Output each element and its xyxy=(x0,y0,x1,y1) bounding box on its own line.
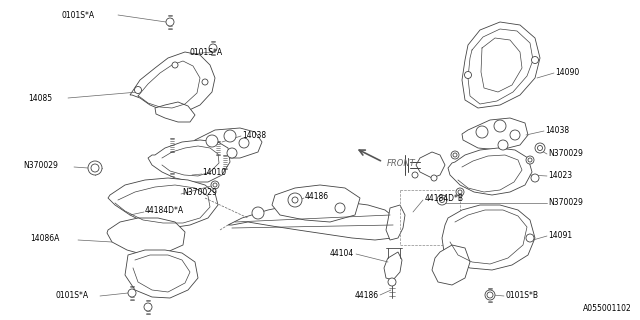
Circle shape xyxy=(166,18,174,26)
Circle shape xyxy=(288,193,302,207)
Circle shape xyxy=(431,175,437,181)
Polygon shape xyxy=(107,218,185,255)
Text: 44186: 44186 xyxy=(355,291,379,300)
Polygon shape xyxy=(155,102,195,122)
Text: 14085: 14085 xyxy=(28,93,52,102)
Text: N370029: N370029 xyxy=(548,197,583,206)
Circle shape xyxy=(134,86,141,93)
Polygon shape xyxy=(442,205,535,270)
Text: A055001102: A055001102 xyxy=(583,304,632,313)
Polygon shape xyxy=(228,202,398,240)
Text: 0101S*B: 0101S*B xyxy=(505,291,538,300)
Polygon shape xyxy=(462,118,528,150)
Circle shape xyxy=(172,62,178,68)
Circle shape xyxy=(535,143,545,153)
Circle shape xyxy=(494,120,506,132)
Circle shape xyxy=(485,290,495,300)
Circle shape xyxy=(531,174,539,182)
Circle shape xyxy=(224,130,236,142)
Circle shape xyxy=(456,188,464,196)
Circle shape xyxy=(437,195,447,205)
Polygon shape xyxy=(108,178,218,228)
Circle shape xyxy=(239,138,249,148)
Text: 0101S*A: 0101S*A xyxy=(62,11,95,20)
Circle shape xyxy=(538,146,543,150)
Polygon shape xyxy=(386,205,405,240)
Circle shape xyxy=(202,79,208,85)
Circle shape xyxy=(528,158,532,162)
Circle shape xyxy=(211,181,219,189)
Text: 44184D*A: 44184D*A xyxy=(145,205,184,214)
Circle shape xyxy=(292,197,298,203)
Circle shape xyxy=(458,190,462,194)
Circle shape xyxy=(388,278,396,286)
Circle shape xyxy=(440,197,445,203)
Circle shape xyxy=(252,207,264,219)
Polygon shape xyxy=(272,185,360,222)
Text: FRONT: FRONT xyxy=(387,158,416,167)
Text: 14086A: 14086A xyxy=(30,234,60,243)
Circle shape xyxy=(531,57,538,63)
Circle shape xyxy=(88,161,102,175)
Polygon shape xyxy=(130,52,215,115)
Circle shape xyxy=(206,135,218,147)
Circle shape xyxy=(128,289,136,297)
Circle shape xyxy=(465,71,472,78)
Circle shape xyxy=(144,303,152,311)
Text: 14023: 14023 xyxy=(548,171,572,180)
Text: N370029: N370029 xyxy=(548,148,583,157)
Circle shape xyxy=(209,44,217,52)
Text: 0101S*A: 0101S*A xyxy=(55,291,88,300)
Text: 14038: 14038 xyxy=(545,125,569,134)
Circle shape xyxy=(451,151,459,159)
Text: 44186: 44186 xyxy=(305,191,329,201)
Circle shape xyxy=(91,164,99,172)
Circle shape xyxy=(498,140,508,150)
Circle shape xyxy=(453,153,457,157)
Circle shape xyxy=(526,156,534,164)
Polygon shape xyxy=(125,250,198,298)
Text: 44184D*B: 44184D*B xyxy=(425,194,464,203)
Text: 0101S*A: 0101S*A xyxy=(190,47,223,57)
Polygon shape xyxy=(148,140,230,182)
Circle shape xyxy=(335,203,345,213)
Text: 14010: 14010 xyxy=(202,167,226,177)
Text: 14091: 14091 xyxy=(548,230,572,239)
Circle shape xyxy=(510,130,520,140)
Circle shape xyxy=(476,126,488,138)
Polygon shape xyxy=(462,22,540,108)
Circle shape xyxy=(487,292,493,298)
Polygon shape xyxy=(432,245,470,285)
Polygon shape xyxy=(384,252,402,280)
Polygon shape xyxy=(448,148,532,195)
Circle shape xyxy=(213,183,217,187)
Circle shape xyxy=(412,172,418,178)
Polygon shape xyxy=(192,128,262,158)
Polygon shape xyxy=(416,152,445,178)
Text: 14038: 14038 xyxy=(242,131,266,140)
Circle shape xyxy=(526,234,534,242)
Text: N370029: N370029 xyxy=(182,188,217,196)
Circle shape xyxy=(227,148,237,158)
Text: 44104: 44104 xyxy=(330,249,355,258)
Text: 14090: 14090 xyxy=(555,68,579,76)
Text: N370029: N370029 xyxy=(23,161,58,170)
